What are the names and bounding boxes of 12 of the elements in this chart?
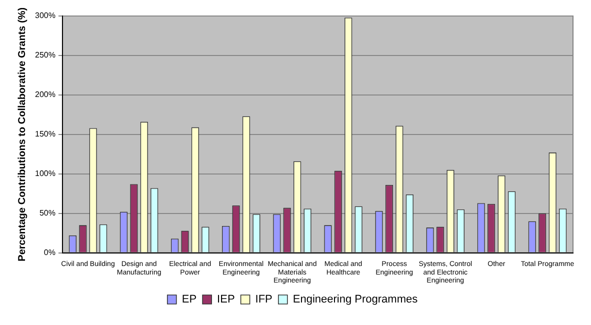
y-tick-label: 0%	[44, 248, 56, 258]
y-tick-label: 250%	[34, 50, 56, 60]
y-tick-label: 150%	[34, 130, 56, 139]
y-tick-label: 300%	[34, 11, 56, 20]
legend-label: IEP	[217, 294, 235, 306]
legend-label: Engineering Programmes	[292, 294, 418, 306]
y-tick-label: 200%	[34, 90, 56, 100]
y-tick-label: 100%	[34, 169, 56, 178]
y-tick-label: 50%	[39, 208, 56, 218]
legend-label: IFP	[255, 294, 272, 306]
legend-label: EP	[182, 294, 197, 306]
y-axis-title: Percentage Contributions to Collaborative Grants (%)	[16, 7, 28, 262]
